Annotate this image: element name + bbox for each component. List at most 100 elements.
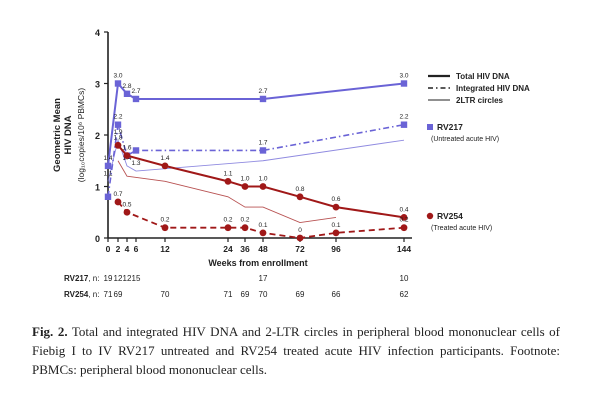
series-line-rv217-2ltr (107, 138, 405, 182)
data-label: 3.0 (113, 73, 122, 80)
legend-group-rv217-subtitle: (Untreated acute HIV) (431, 136, 499, 143)
data-point-rv254 (332, 203, 340, 211)
data-label: 1.7 (258, 139, 267, 146)
y-tick-label: 0 (95, 234, 100, 244)
legend-marker-rv254 (426, 212, 434, 220)
x-tick-label: 36 (240, 244, 250, 254)
x-tick-label: 48 (258, 244, 268, 254)
data-label: 1.4 (160, 155, 169, 162)
x-tick-label: 96 (331, 244, 341, 254)
x-tick-label: 72 (295, 244, 305, 254)
legend-group-rv254: RV254 (437, 211, 463, 221)
data-label: 0.2 (399, 217, 408, 224)
data-label: 2.8 (122, 83, 131, 90)
data-label: 3.0 (399, 73, 408, 80)
data-point-rv217 (104, 193, 112, 200)
data-point-rv254 (400, 214, 408, 221)
x-tick-label: 6 (134, 244, 139, 254)
data-label: 2.7 (258, 88, 267, 95)
data-point-rv254 (224, 177, 232, 185)
y-tick-label: 3 (95, 80, 100, 90)
data-label: 2.7 (131, 88, 140, 95)
data-point-rv254 (241, 183, 249, 190)
data-point-rv254 (400, 224, 408, 232)
x-tick-label: 24 (223, 244, 233, 254)
data-label: 0.2 (240, 217, 249, 224)
sample-size-value: 69 (296, 290, 305, 299)
data-point-rv217 (114, 121, 122, 128)
y-axis-units: (log₁₀copies/10⁶ PBMCs) (76, 88, 86, 183)
series-line-rv217-total (107, 81, 405, 167)
data-point-rv217 (259, 147, 267, 154)
sample-size-value: 69 (114, 290, 123, 299)
data-label: 0.5 (122, 201, 131, 208)
data-point-rv254 (259, 183, 267, 190)
data-label: 0.4 (399, 206, 408, 213)
data-point-rv217 (104, 162, 112, 170)
y-tick-label: 4 (95, 28, 100, 38)
data-point-rv254 (332, 229, 340, 237)
data-point-rv217 (400, 121, 408, 128)
figure-caption: Fig. 2. Total and integrated HIV DNA and… (32, 322, 560, 379)
sample-size-value: 71 (224, 290, 233, 299)
data-point-rv254 (241, 224, 249, 232)
x-tick-label: 2 (116, 244, 121, 254)
legend-label-1: Integrated HIV DNA (456, 84, 530, 93)
data-label: 1.1 (103, 170, 112, 177)
x-axis-title: Weeks from enrollment (208, 258, 307, 268)
x-tick-label: 4 (125, 244, 130, 254)
legend-group-rv217: RV217 (437, 122, 463, 132)
data-point-rv217 (259, 95, 267, 103)
data-point-rv254 (161, 224, 169, 232)
sample-size-row-label-rv254: RV254, n: (64, 290, 99, 299)
y-axis-title-line2: HIV DNA (63, 115, 74, 154)
data-point-rv217 (400, 80, 408, 87)
data-point-rv254 (224, 224, 232, 232)
data-point-rv254 (123, 152, 131, 160)
sample-size-row-label-rv217: RV217, n: (64, 274, 99, 283)
data-label: 1.8 (113, 134, 122, 141)
sample-size-value: 10 (400, 274, 409, 283)
sample-size-value: 69 (241, 290, 250, 299)
y-tick-label: 1 (95, 183, 100, 193)
data-label: 1.0 (258, 176, 267, 183)
sample-size-value: 12 (114, 274, 123, 283)
y-tick-label: 2 (95, 131, 100, 141)
legend-label-0: Total HIV DNA (456, 72, 510, 81)
data-point-rv217 (114, 80, 122, 87)
sample-size-value: 12 (123, 274, 132, 283)
data-point-rv254 (161, 162, 169, 170)
sample-size-value: 71 (104, 290, 113, 299)
data-point-rv217 (123, 90, 131, 97)
data-label: 0.2 (160, 217, 169, 224)
sample-size-value: 70 (259, 290, 268, 299)
sample-size-value: 70 (161, 290, 170, 299)
data-label: 1.4 (103, 155, 112, 162)
data-label: 0.1 (258, 222, 267, 229)
data-point-rv254 (296, 234, 304, 242)
caption-prefix: Fig. 2. (32, 324, 68, 339)
data-label: 1.1 (223, 170, 232, 177)
data-label: 1.0 (240, 176, 249, 183)
data-label: 0.2 (223, 217, 232, 224)
data-point-rv254 (296, 193, 304, 201)
data-point-rv217 (132, 95, 140, 103)
legend-marker-rv217 (427, 124, 433, 130)
sample-size-value: 17 (259, 274, 268, 283)
x-tick-label: 12 (160, 244, 170, 254)
data-label: 0.6 (331, 196, 340, 203)
x-tick-label: 144 (397, 244, 411, 254)
data-label: 0.7 (113, 191, 122, 198)
data-label: 2.2 (113, 114, 122, 121)
data-label: 1.3 (131, 160, 140, 167)
data-point-rv254 (259, 229, 267, 237)
data-label: 1.6 (122, 145, 131, 152)
sample-size-value: 62 (400, 290, 409, 299)
caption-text: Total and integrated HIV DNA and 2-LTR c… (32, 324, 560, 377)
sample-size-value: 15 (132, 274, 141, 283)
data-label: 1.9 (113, 129, 122, 136)
data-point-rv254 (123, 208, 131, 216)
sample-size-value: 19 (104, 274, 113, 283)
series-line-rv254-2ltr (117, 160, 337, 224)
